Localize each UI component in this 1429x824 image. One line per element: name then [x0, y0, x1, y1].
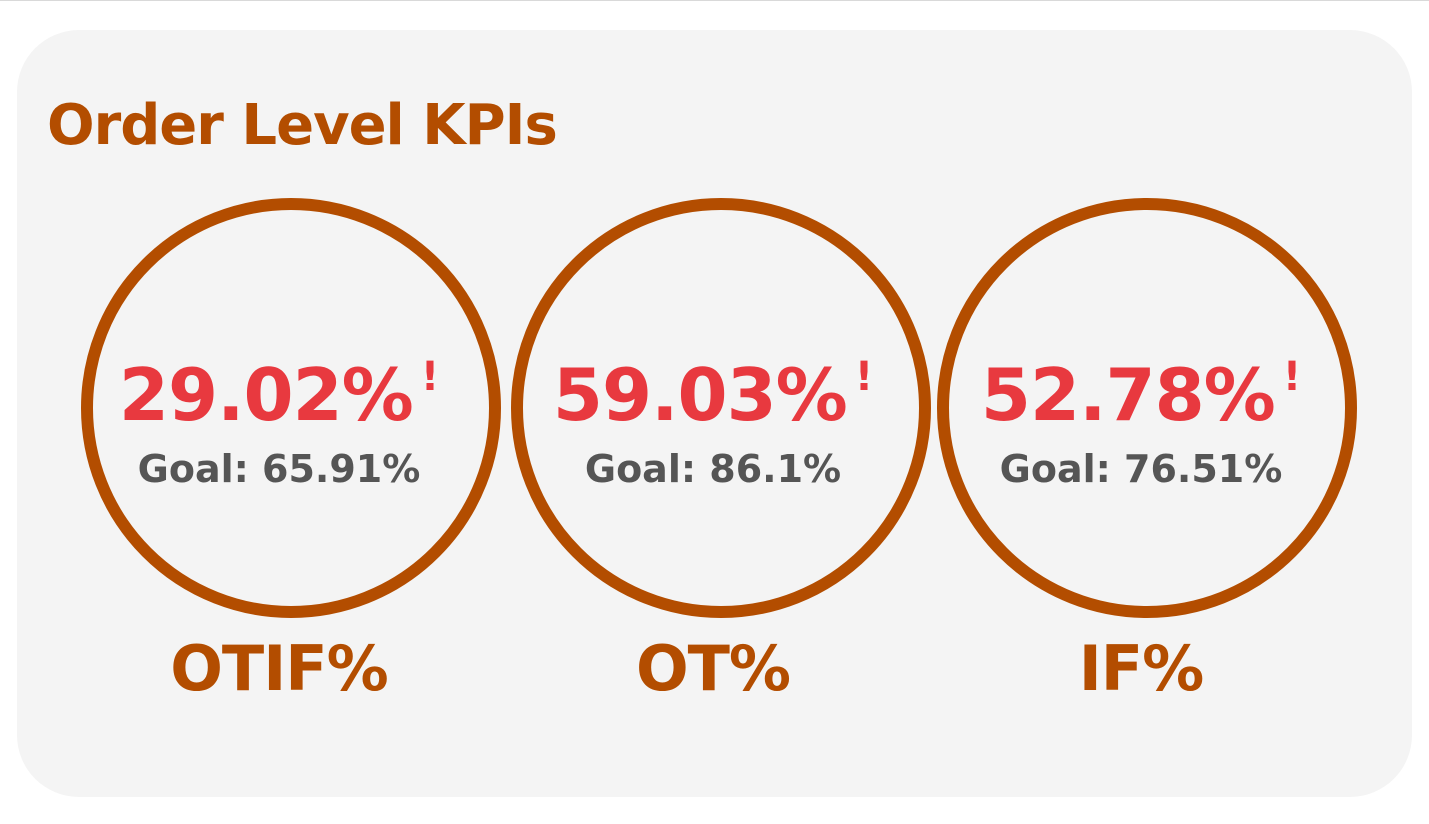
kpi-ot[interactable]: 59.03%! Goal: 86.1% OT% [503, 30, 931, 797]
exclamation-icon: ! [854, 354, 874, 400]
kpi-value: 52.78% [980, 353, 1276, 437]
kpi-value: 29.02% [118, 353, 414, 437]
kpi-goal: Goal: 65.91% [137, 447, 421, 491]
card-title: Order Level KPIs [47, 93, 558, 158]
top-divider [0, 0, 1429, 1]
exclamation-icon: ! [1282, 354, 1302, 400]
order-level-kpi-card: Order Level KPIs 29.02%! Goal: 65.91% OT… [17, 30, 1412, 797]
kpi-label: OT% [635, 632, 791, 705]
kpi-goal: Goal: 86.1% [584, 447, 842, 491]
exclamation-icon: ! [420, 354, 440, 400]
kpi-label: OTIF% [170, 632, 389, 705]
kpi-label: IF% [1078, 632, 1205, 705]
kpi-value-row: 59.03%! [503, 357, 923, 431]
kpi-if[interactable]: 52.78%! Goal: 76.51% IF% [931, 30, 1357, 797]
kpi-value-row: 29.02%! [69, 357, 489, 431]
kpi-value-row: 52.78%! [931, 357, 1351, 431]
kpi-value: 59.03% [552, 353, 848, 437]
kpi-goal: Goal: 76.51% [999, 447, 1283, 491]
kpi-otif[interactable]: 29.02%! Goal: 65.91% OTIF% [69, 30, 501, 797]
